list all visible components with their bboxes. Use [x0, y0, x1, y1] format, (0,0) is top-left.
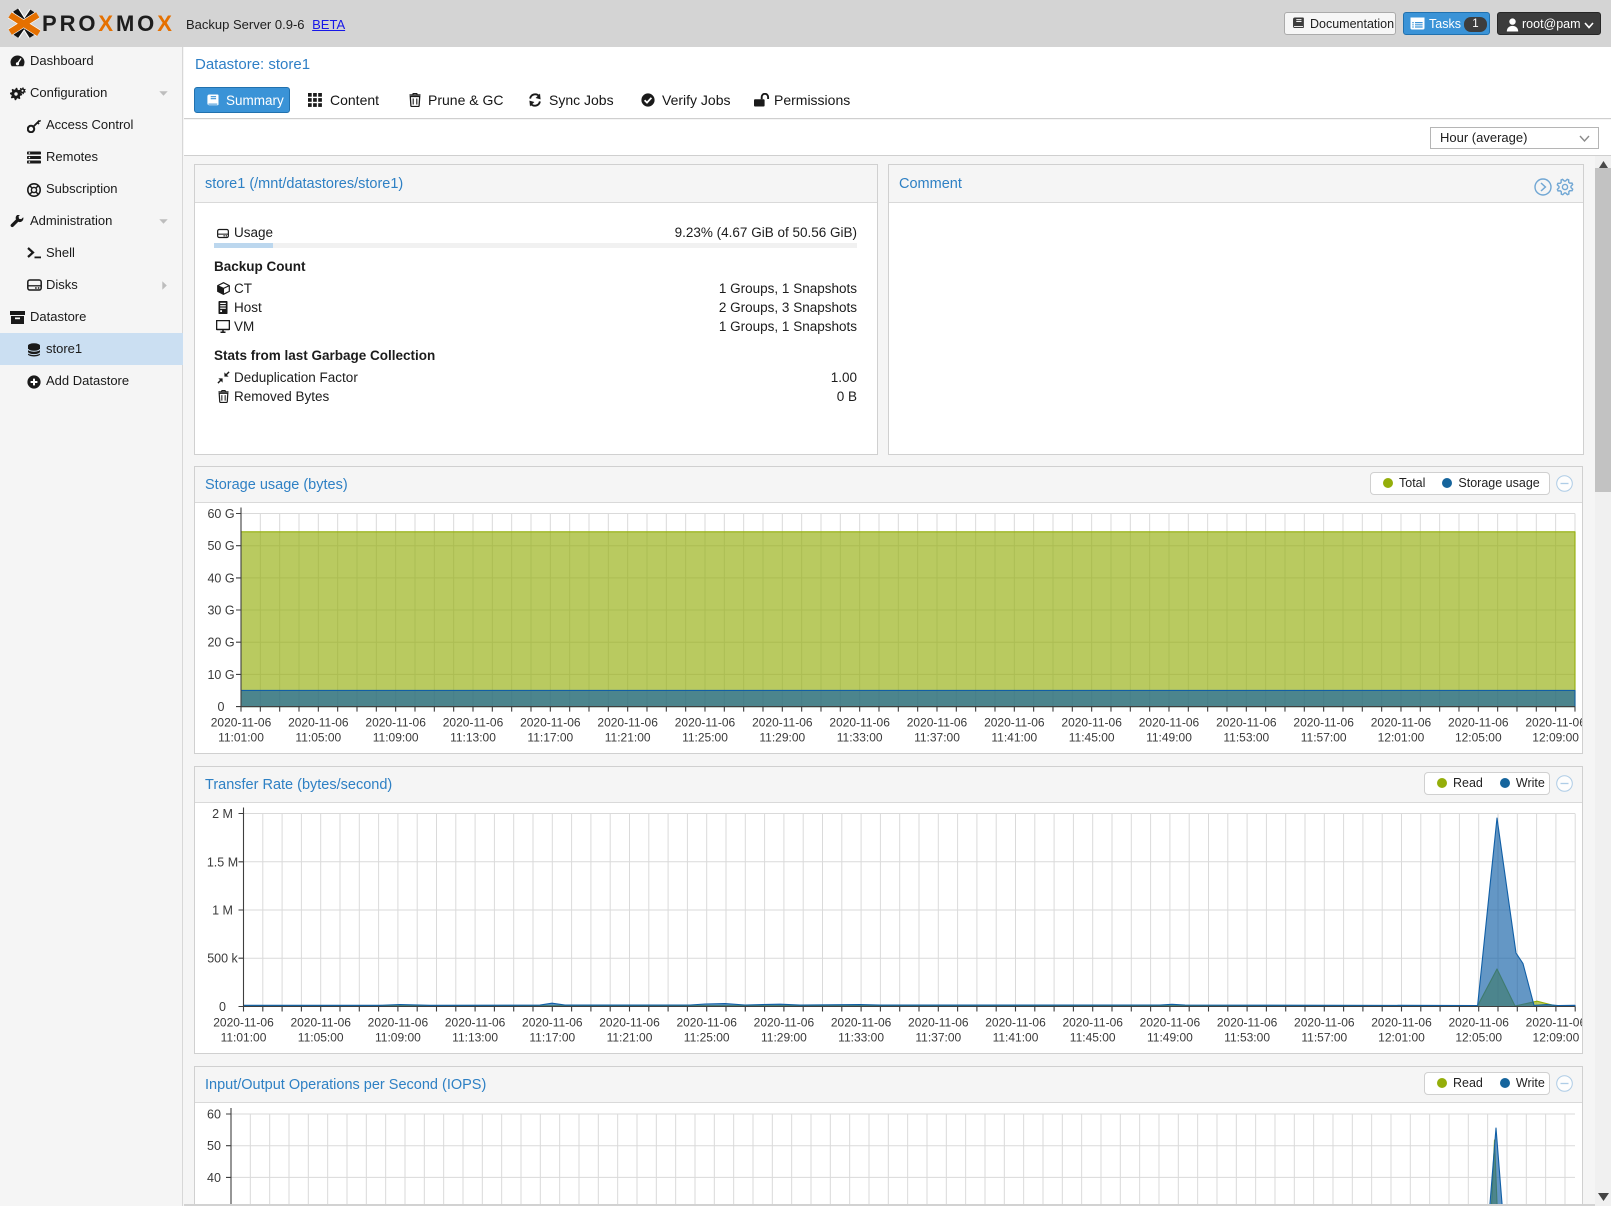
svg-text:12:05:00: 12:05:00 — [1455, 1031, 1502, 1045]
svg-text:30 G: 30 G — [207, 604, 234, 618]
svg-text:2020-11-06: 2020-11-06 — [1525, 716, 1582, 730]
svg-text:11:01:00: 11:01:00 — [218, 731, 264, 745]
svg-text:2020-11-06: 2020-11-06 — [211, 716, 272, 730]
svg-text:11:21:00: 11:21:00 — [605, 731, 651, 745]
svg-text:50: 50 — [207, 1139, 221, 1153]
svg-text:2020-11-06: 2020-11-06 — [445, 1016, 506, 1030]
svg-text:12:09:00: 12:09:00 — [1532, 731, 1579, 745]
svg-text:12:09:00: 12:09:00 — [1533, 1031, 1580, 1045]
svg-text:40 G: 40 G — [207, 571, 234, 585]
svg-text:11:57:00: 11:57:00 — [1301, 1031, 1347, 1045]
svg-text:2020-11-06: 2020-11-06 — [985, 1016, 1046, 1030]
svg-text:2020-11-06: 2020-11-06 — [1217, 1016, 1278, 1030]
svg-text:11:25:00: 11:25:00 — [682, 731, 728, 745]
svg-text:11:33:00: 11:33:00 — [837, 731, 883, 745]
svg-text:11:37:00: 11:37:00 — [915, 1031, 961, 1045]
svg-text:11:13:00: 11:13:00 — [452, 1031, 498, 1045]
svg-text:11:53:00: 11:53:00 — [1223, 731, 1269, 745]
svg-text:12:01:00: 12:01:00 — [1378, 1031, 1425, 1045]
svg-text:500 k: 500 k — [207, 952, 238, 966]
svg-text:0: 0 — [218, 700, 225, 714]
svg-text:2020-11-06: 2020-11-06 — [288, 716, 349, 730]
svg-text:11:17:00: 11:17:00 — [527, 731, 573, 745]
svg-text:12:01:00: 12:01:00 — [1378, 731, 1425, 745]
svg-text:11:21:00: 11:21:00 — [607, 1031, 653, 1045]
svg-text:2020-11-06: 2020-11-06 — [1061, 716, 1122, 730]
svg-text:11:25:00: 11:25:00 — [684, 1031, 730, 1045]
svg-text:2020-11-06: 2020-11-06 — [520, 716, 581, 730]
svg-text:11:57:00: 11:57:00 — [1301, 731, 1347, 745]
svg-text:2020-11-06: 2020-11-06 — [1526, 1016, 1582, 1030]
svg-text:2020-11-06: 2020-11-06 — [368, 1016, 429, 1030]
svg-text:2020-11-06: 2020-11-06 — [597, 716, 658, 730]
svg-text:2020-11-06: 2020-11-06 — [443, 716, 504, 730]
svg-text:11:41:00: 11:41:00 — [993, 1031, 1039, 1045]
svg-text:40: 40 — [207, 1171, 221, 1185]
svg-text:20 G: 20 G — [207, 636, 234, 650]
svg-text:2020-11-06: 2020-11-06 — [907, 716, 968, 730]
svg-text:2020-11-06: 2020-11-06 — [1216, 716, 1277, 730]
svg-text:2020-11-06: 2020-11-06 — [1293, 716, 1354, 730]
svg-text:11:29:00: 11:29:00 — [759, 731, 805, 745]
svg-text:60 G: 60 G — [207, 507, 234, 521]
svg-text:11:45:00: 11:45:00 — [1070, 1031, 1116, 1045]
svg-text:12:05:00: 12:05:00 — [1455, 731, 1502, 745]
svg-text:11:37:00: 11:37:00 — [914, 731, 960, 745]
svg-text:11:49:00: 11:49:00 — [1146, 731, 1192, 745]
svg-text:11:45:00: 11:45:00 — [1069, 731, 1115, 745]
svg-text:2020-11-06: 2020-11-06 — [1448, 716, 1509, 730]
svg-text:11:01:00: 11:01:00 — [221, 1031, 267, 1045]
svg-text:50 G: 50 G — [207, 539, 234, 553]
svg-text:2020-11-06: 2020-11-06 — [290, 1016, 351, 1030]
svg-text:2020-11-06: 2020-11-06 — [522, 1016, 583, 1030]
svg-text:2020-11-06: 2020-11-06 — [752, 716, 813, 730]
svg-text:11:29:00: 11:29:00 — [761, 1031, 807, 1045]
svg-text:10 G: 10 G — [207, 668, 234, 682]
svg-text:1.5 M: 1.5 M — [207, 855, 238, 869]
svg-text:2020-11-06: 2020-11-06 — [1371, 716, 1432, 730]
svg-text:2020-11-06: 2020-11-06 — [675, 716, 736, 730]
svg-text:11:09:00: 11:09:00 — [373, 731, 419, 745]
svg-text:11:09:00: 11:09:00 — [375, 1031, 421, 1045]
svg-text:11:53:00: 11:53:00 — [1224, 1031, 1270, 1045]
svg-text:2020-11-06: 2020-11-06 — [754, 1016, 815, 1030]
svg-text:1 M: 1 M — [212, 904, 233, 918]
svg-text:11:05:00: 11:05:00 — [295, 731, 341, 745]
svg-text:11:13:00: 11:13:00 — [450, 731, 496, 745]
svg-text:0: 0 — [219, 1000, 226, 1014]
svg-text:2020-11-06: 2020-11-06 — [676, 1016, 737, 1030]
svg-text:2020-11-06: 2020-11-06 — [829, 716, 890, 730]
svg-text:2020-11-06: 2020-11-06 — [365, 716, 426, 730]
svg-text:2020-11-06: 2020-11-06 — [1140, 1016, 1201, 1030]
svg-text:11:49:00: 11:49:00 — [1147, 1031, 1193, 1045]
svg-text:2 M: 2 M — [212, 807, 233, 821]
svg-text:2020-11-06: 2020-11-06 — [908, 1016, 969, 1030]
svg-text:11:05:00: 11:05:00 — [298, 1031, 344, 1045]
svg-text:2020-11-06: 2020-11-06 — [1294, 1016, 1355, 1030]
svg-text:2020-11-06: 2020-11-06 — [213, 1016, 274, 1030]
svg-text:2020-11-06: 2020-11-06 — [1371, 1016, 1432, 1030]
svg-text:2020-11-06: 2020-11-06 — [984, 716, 1045, 730]
svg-text:60: 60 — [207, 1108, 221, 1122]
svg-text:2020-11-06: 2020-11-06 — [1448, 1016, 1509, 1030]
svg-text:2020-11-06: 2020-11-06 — [599, 1016, 660, 1030]
svg-text:11:33:00: 11:33:00 — [838, 1031, 884, 1045]
svg-text:11:17:00: 11:17:00 — [529, 1031, 575, 1045]
svg-text:2020-11-06: 2020-11-06 — [1139, 716, 1200, 730]
svg-text:2020-11-06: 2020-11-06 — [831, 1016, 892, 1030]
svg-text:11:41:00: 11:41:00 — [991, 731, 1037, 745]
svg-text:2020-11-06: 2020-11-06 — [1062, 1016, 1123, 1030]
